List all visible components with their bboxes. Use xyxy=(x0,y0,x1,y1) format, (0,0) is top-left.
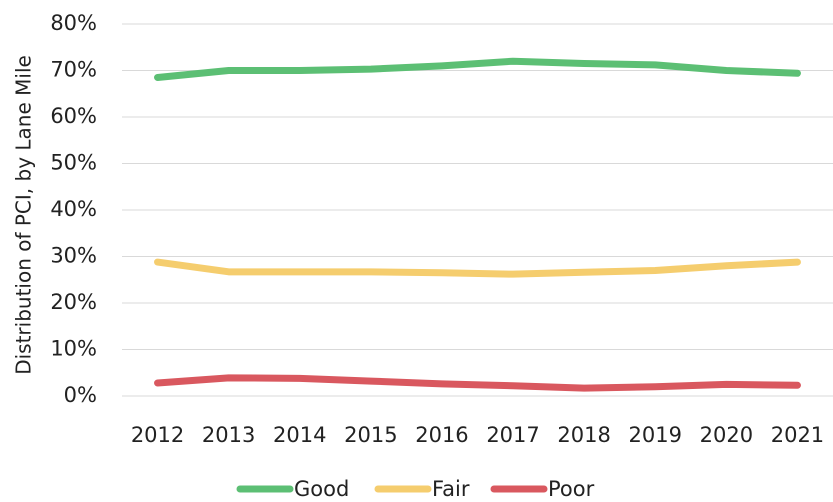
y-tick-label: 0% xyxy=(64,383,97,407)
y-tick-label: 40% xyxy=(50,197,97,221)
x-tick-label: 2019 xyxy=(629,423,682,447)
y-tick-label: 30% xyxy=(50,244,97,268)
y-tick-label: 80% xyxy=(50,11,97,35)
y-tick-label: 60% xyxy=(50,104,97,128)
legend-label: Poor xyxy=(548,477,595,501)
y-tick-label: 70% xyxy=(50,58,97,82)
x-tick-label: 2016 xyxy=(415,423,468,447)
y-tick-label: 50% xyxy=(50,151,97,175)
x-tick-label: 2015 xyxy=(344,423,397,447)
x-tick-label: 2013 xyxy=(202,423,255,447)
x-tick-label: 2014 xyxy=(273,423,326,447)
x-tick-label: 2021 xyxy=(771,423,824,447)
y-tick-label: 20% xyxy=(50,290,97,314)
series-line xyxy=(154,258,801,278)
y-tick-label: 10% xyxy=(50,337,97,361)
legend-label: Fair xyxy=(432,477,470,501)
series-line xyxy=(154,57,801,81)
x-tick-label: 2017 xyxy=(486,423,539,447)
legend-label: Good xyxy=(294,477,349,501)
x-tick-label: 2020 xyxy=(700,423,753,447)
y-axis-title: Distribution of PCI, by Lane Mile xyxy=(12,55,36,375)
series-line xyxy=(154,374,801,392)
x-tick-label: 2018 xyxy=(557,423,610,447)
x-tick-label: 2012 xyxy=(131,423,184,447)
